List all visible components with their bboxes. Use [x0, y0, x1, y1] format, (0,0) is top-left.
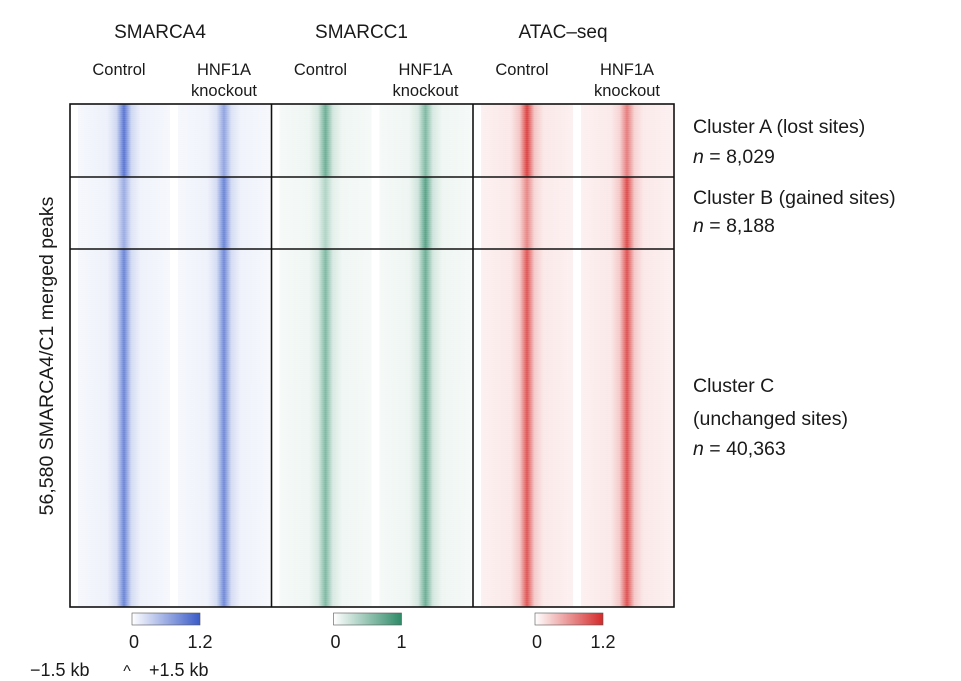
sample-label-2-1-0: HNF1A: [600, 61, 654, 79]
scale-max-0: 1.2: [187, 632, 212, 652]
scale-max-2: 1.2: [590, 632, 615, 652]
sample-label-1-1-1: knockout: [392, 82, 458, 100]
heatmap-texture-0-1-0: [178, 104, 270, 177]
figure-labels: SMARCA4 Control HNF1A knockout 0 1.2 SMARCC1 Co…: [30, 22, 896, 680]
heatmap-texture-2-0-2: [481, 249, 573, 607]
cluster-n-1: n = 8,188: [693, 215, 775, 237]
heatmap-texture-0-0-2: [78, 249, 170, 607]
sample-label-2-1-1: knockout: [594, 82, 660, 100]
sample-label-1-0-0: Control: [294, 61, 347, 79]
sample-label-0-1-0: HNF1A: [197, 61, 251, 79]
heatmap-texture-2-0-0: [481, 104, 573, 177]
heatmap-texture-2-1-0: [581, 104, 673, 177]
y-axis-label: 56,580 SMARCA4/C1 merged peaks: [36, 196, 58, 515]
x-range-center: ^: [123, 663, 131, 680]
sample-label-1-1-0: HNF1A: [398, 61, 452, 79]
cluster-n-2: n = 40,363: [693, 438, 786, 460]
heatmap-panels: [69, 103, 675, 608]
heatmap-group-0: [78, 104, 270, 607]
x-range-right: +1.5 kb: [149, 660, 209, 680]
heatmap-texture-0-0-0: [78, 104, 170, 177]
heatmap-texture-0-1-1: [178, 177, 270, 249]
heatmap-texture-1-0-2: [279, 249, 372, 607]
x-range-left: −1.5 kb: [30, 660, 90, 680]
cluster-n-0: n = 8,029: [693, 146, 775, 168]
scale-min-2: 0: [532, 632, 542, 652]
heatmap-group-2: [481, 104, 673, 607]
scale-max-1: 1: [396, 632, 406, 652]
heatmap-texture-1-1-2: [379, 249, 472, 607]
color-scale-bar-1: [333, 612, 402, 626]
heatmap-frame: [69, 103, 675, 608]
heatmap-texture-2-0-1: [481, 177, 573, 249]
heatmap-texture-0-1-2: [178, 249, 270, 607]
heatmap-group-1: [279, 104, 472, 607]
heatmap-texture-2-1-1: [581, 177, 673, 249]
sample-label-0-1-1: knockout: [191, 82, 257, 100]
heatmap-texture-1-1-1: [379, 177, 472, 249]
heatmap-texture-1-0-1: [279, 177, 372, 249]
heatmap-texture-1-0-0: [279, 104, 372, 177]
group-title-2: ATAC–seq: [518, 22, 607, 43]
heatmap-texture-0-0-1: [78, 177, 170, 249]
color-scale-bar-2: [534, 612, 604, 626]
sample-label-0-0-0: Control: [92, 61, 145, 79]
group-title-1: SMARCC1: [315, 22, 408, 43]
cluster-label-0-0: Cluster A (lost sites): [693, 116, 865, 138]
scale-min-1: 0: [330, 632, 340, 652]
color-scale-bar-0: [131, 612, 201, 626]
heatmap-texture-1-1-0: [379, 104, 472, 177]
scale-min-0: 0: [129, 632, 139, 652]
sample-label-2-0-0: Control: [495, 61, 548, 79]
cluster-label-1-0: Cluster B (gained sites): [693, 187, 896, 209]
group-title-0: SMARCA4: [114, 22, 206, 43]
cluster-label-2-1: (unchanged sites): [693, 408, 848, 430]
heatmap-texture-2-1-2: [581, 249, 673, 607]
cluster-label-2-0: Cluster C: [693, 375, 774, 397]
